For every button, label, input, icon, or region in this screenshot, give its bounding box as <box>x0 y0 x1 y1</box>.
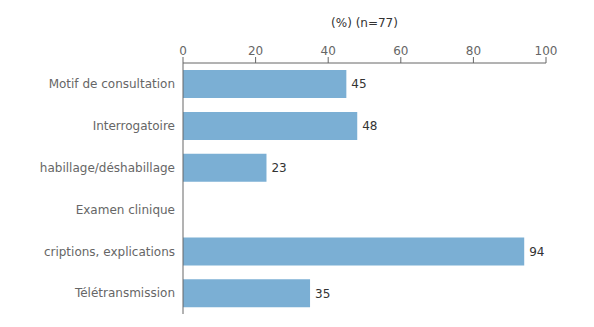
svg-text:80: 80 <box>466 44 481 58</box>
svg-text:35: 35 <box>315 287 330 301</box>
svg-text:45: 45 <box>351 77 366 91</box>
svg-text:94: 94 <box>529 245 544 259</box>
svg-text:Interrogatoire: Interrogatoire <box>93 119 175 133</box>
svg-text:100: 100 <box>535 44 558 58</box>
svg-text:23: 23 <box>271 161 286 175</box>
svg-text:Examen clinique: Examen clinique <box>76 203 175 217</box>
svg-text:Télétransmission: Télétransmission <box>74 286 175 300</box>
svg-text:Motif de consultation: Motif de consultation <box>49 77 175 91</box>
svg-text:60: 60 <box>393 44 408 58</box>
svg-text:(%) (n=77): (%) (n=77) <box>331 16 398 30</box>
svg-text:48: 48 <box>362 119 377 133</box>
svg-text:0: 0 <box>179 44 187 58</box>
svg-text:40: 40 <box>321 44 336 58</box>
svg-text:criptions, explications: criptions, explications <box>44 245 175 259</box>
svg-text:20: 20 <box>248 44 263 58</box>
svg-text:habillage/déshabillage: habillage/déshabillage <box>40 161 175 175</box>
